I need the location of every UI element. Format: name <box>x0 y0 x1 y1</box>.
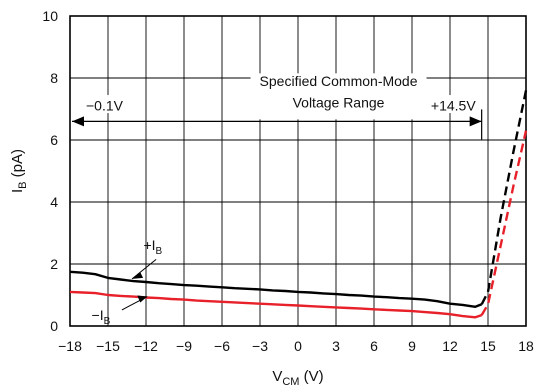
plus-label-main: +I <box>143 237 155 253</box>
grid <box>70 16 526 326</box>
y-axis-title-sub: B <box>17 182 29 189</box>
x-tick-label: −9 <box>176 338 192 354</box>
x-tick-label: −12 <box>134 338 158 354</box>
x-tick-label: 0 <box>294 338 302 354</box>
y-axis-title-main: I <box>9 189 26 193</box>
x-tick-label: −3 <box>252 338 268 354</box>
range-left-label-background <box>84 95 126 114</box>
y-tick-label: 10 <box>42 8 58 24</box>
series-line-plus-ib <box>69 270 483 308</box>
y-tick-label: 2 <box>50 256 58 272</box>
x-tick-label: 3 <box>332 338 340 354</box>
series-label-plus-ib: +IB <box>143 237 162 257</box>
y-tick-label: 4 <box>50 194 58 210</box>
range-title-line2: Voltage Range <box>293 94 385 110</box>
annotations: Specified Common-Mode Voltage Range −0.1… <box>72 73 483 327</box>
x-axis-title-unit: (V) <box>299 368 323 385</box>
series-label-minus-ib: −IB <box>92 307 111 327</box>
y-tick-labels: 0 2 4 6 8 10 <box>42 8 58 334</box>
plus-label-sub: B <box>156 246 163 257</box>
x-tick-label: 18 <box>518 338 534 354</box>
x-tick-label: 12 <box>442 338 458 354</box>
x-tick-label: −6 <box>214 338 230 354</box>
x-axis-title-sub: CM <box>282 376 299 388</box>
plot-frame <box>69 15 527 327</box>
x-axis-title: VCM (V) <box>272 368 323 388</box>
y-axis-title-unit: (pA) <box>9 149 26 182</box>
x-tick-label: 15 <box>480 338 496 354</box>
y-tick-label: 6 <box>50 132 58 148</box>
range-right-label: +14.5V <box>431 98 476 114</box>
series-dashed-minus-ib <box>480 130 528 316</box>
minus-label-pointer-head <box>137 295 148 303</box>
x-tick-labels: −18 −15 −12 −9 −6 −3 0 3 6 9 12 15 18 <box>58 338 534 354</box>
range-right-label-background <box>413 95 478 114</box>
plus-label-pointer-head <box>132 271 144 279</box>
x-tick-label: 6 <box>370 338 378 354</box>
range-arrowhead-right <box>469 116 482 127</box>
y-tick-label: 8 <box>50 70 58 86</box>
x-tick-label: −18 <box>58 338 82 354</box>
x-tick-label: −15 <box>96 338 120 354</box>
series-dashed-plus-ib <box>480 90 528 305</box>
range-left-label: −0.1V <box>86 98 124 114</box>
range-arrowhead-left <box>72 116 84 127</box>
x-tick-label: 9 <box>408 338 416 354</box>
minus-label-main: −I <box>92 307 104 323</box>
x-axis-title-main: V <box>272 368 282 385</box>
minus-label-sub: B <box>104 316 111 327</box>
range-title-line1: Specified Common-Mode <box>260 73 418 89</box>
y-axis-title: IB (pA) <box>9 149 29 193</box>
range-title-background <box>250 73 427 120</box>
y-tick-label: 0 <box>50 318 58 334</box>
